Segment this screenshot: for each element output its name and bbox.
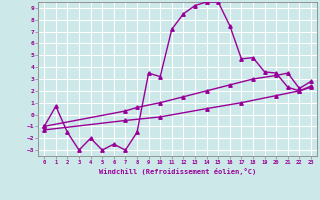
X-axis label: Windchill (Refroidissement éolien,°C): Windchill (Refroidissement éolien,°C) (99, 168, 256, 175)
